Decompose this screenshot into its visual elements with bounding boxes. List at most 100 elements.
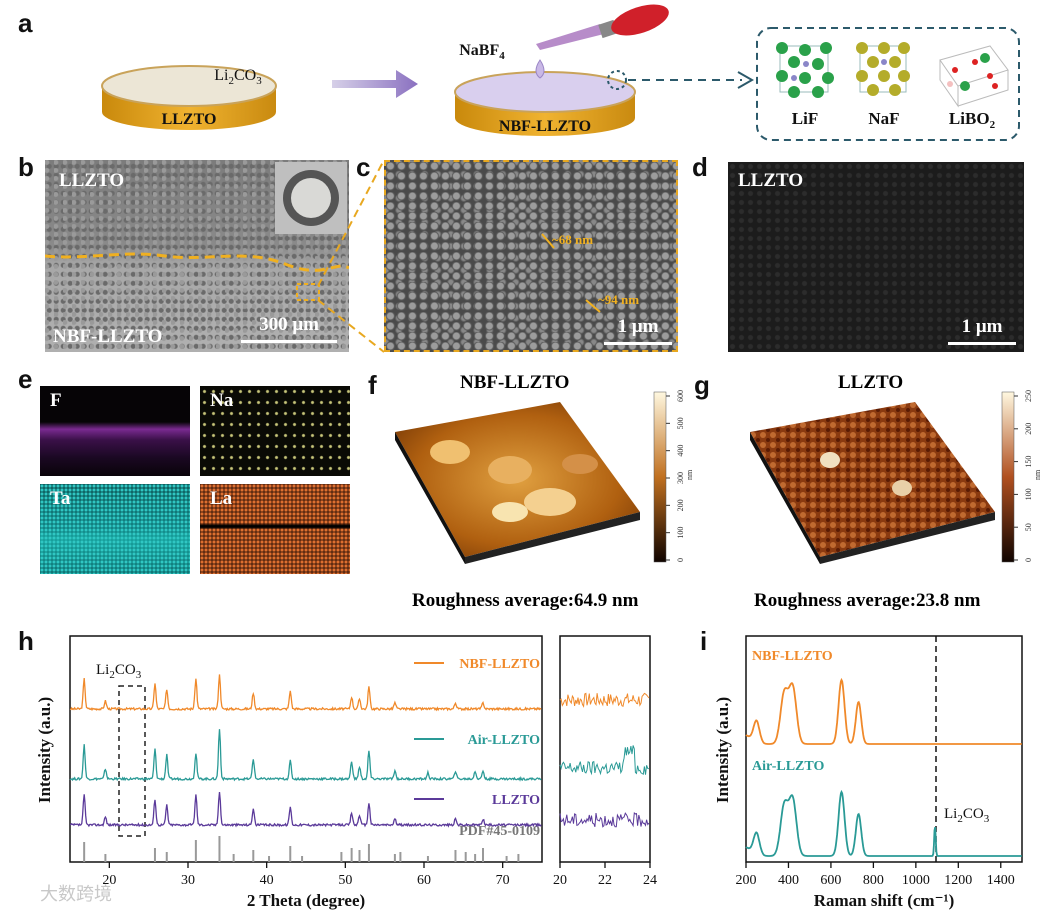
panel-g-letter: g	[694, 370, 710, 400]
xrd-ylabel: Intensity (a.u.)	[35, 697, 54, 803]
colorbar-tick-label: 0	[1024, 558, 1033, 562]
afm-f-surface	[395, 402, 640, 564]
sem-d-scale-bar	[948, 342, 1016, 345]
annotation-94nm: ~94 nm	[598, 292, 640, 307]
dropper-icon	[535, 4, 669, 79]
xrd-chart: Li2​CO3​ Intensity (a.u.) 2 Theta (degre…	[35, 635, 657, 910]
sem-image-d: LLZTO 1 μm	[728, 162, 1024, 352]
eds-f-label: F	[50, 390, 62, 411]
xrd-series-air-llzto	[69, 729, 542, 782]
colorbar-tick-label: 400	[676, 445, 685, 457]
sem-c-scale-bar	[604, 342, 672, 345]
libo2-crystal-icon	[939, 45, 1009, 108]
afm-g-colorbar: 250 200 150 100 50 0 nm	[1001, 390, 1042, 563]
raman-series-air-llzto	[745, 789, 1022, 857]
disk-label-nbf-llzto: NBF-LLZTO	[499, 118, 591, 135]
colorbar-tick-label: 150	[1024, 456, 1033, 468]
raman-x-tick-label: 400	[778, 873, 799, 888]
panel-e-letter: e	[18, 364, 33, 394]
eds-map-f: F	[40, 386, 190, 476]
colorbar-tick-label: 50	[1024, 523, 1033, 531]
colorbar-tick-label: 300	[676, 472, 685, 484]
panel-f-letter: f	[368, 370, 377, 400]
sem-b-scale-bar	[241, 340, 337, 343]
raman-ylabel: Intensity (a.u.)	[713, 697, 732, 803]
eds-na-label: Na	[210, 390, 234, 411]
panel-a-schematic: LLZTO Li2​CO3​ NBF-LLZTO NaBF4​	[101, 4, 1020, 141]
raman-x-tick-label: 1000	[902, 873, 930, 888]
afm-g-title: LLZTO	[838, 372, 904, 393]
afm-f-colorbar: 600 500 400 300 200 100 0 nm	[653, 390, 694, 563]
colorbar-tick-label: 0	[676, 558, 685, 562]
naf-label: NaF	[868, 109, 899, 128]
colorbar-tick-label: 200	[1024, 423, 1033, 435]
raman-series-label: Air-LLZTO	[752, 759, 824, 774]
xrd-series-nbf-llzto	[69, 674, 542, 712]
panel-a-letter: a	[18, 8, 33, 38]
afm-f-roughness: Roughness average:64.9 nm	[412, 590, 639, 611]
xrd-legend-label: LLZTO	[492, 793, 540, 808]
watermark: 大数跨境	[40, 884, 112, 905]
eds-map-ta: Ta	[40, 484, 190, 574]
lif-label: LiF	[792, 109, 818, 128]
li2co3-dashed-box	[118, 685, 146, 837]
libo2-label: LiBO2​	[949, 109, 996, 131]
raman-chart: Li2​CO3​ Intensity (a.u.) Raman shift (c…	[713, 635, 1023, 910]
nbf-llzto-disk	[454, 70, 636, 136]
raman-x-tick-label: 200	[736, 873, 757, 888]
naf-crystal-icon	[856, 42, 910, 96]
sem-b-scale-label: 300 μm	[259, 314, 319, 335]
colorbar-tick-label: 250	[1024, 390, 1033, 402]
xrd-series-llzto	[69, 791, 542, 828]
xrd-zoom-x-tick-label: 22	[598, 873, 612, 888]
xrd-zoom-x-tick-label: 24	[643, 873, 657, 888]
afm-f-title: NBF-LLZTO	[460, 372, 570, 393]
xrd-zoom-series	[559, 745, 649, 776]
raman-series-nbf-llzto	[745, 677, 1022, 745]
raman-x-tick-label: 1400	[987, 873, 1015, 888]
xrd-pdf-label: PDF#45-0109	[459, 824, 540, 839]
disk-label-llzto: LLZTO	[162, 111, 217, 128]
sem-d-scale-label: 1 μm	[961, 316, 1003, 337]
xrd-zoom-x-tick-label: 20	[553, 873, 567, 888]
eds-ta-label: Ta	[50, 488, 71, 509]
panel-i-letter: i	[700, 626, 708, 656]
xrd-x-tick-label: 40	[260, 873, 274, 888]
xrd-x-tick-label: 50	[338, 873, 352, 888]
raman-x-tick-label: 800	[863, 873, 884, 888]
sem-image-c: ~68 nm ~94 nm 1 μm	[384, 160, 678, 352]
panel-c-letter: c	[356, 152, 371, 182]
sem-c-scale-label: 1 μm	[617, 316, 659, 337]
panel-d-letter: d	[692, 152, 708, 182]
raman-series-label: NBF-LLZTO	[752, 649, 833, 664]
eds-map-la: La	[200, 484, 350, 574]
llzto-disk	[101, 65, 277, 130]
afm-g-roughness: Roughness average:23.8 nm	[754, 590, 981, 611]
lif-crystal-icon	[776, 42, 834, 98]
colorbar-tick-label: 600	[676, 390, 685, 402]
xrd-zoom-series	[559, 812, 650, 828]
eds-la-label: La	[210, 488, 233, 509]
sem-d-label: LLZTO	[738, 170, 804, 191]
colorbar-unit: nm	[685, 469, 694, 480]
panel-b-letter: b	[18, 152, 34, 182]
xrd-xlabel: 2 Theta (degree)	[247, 891, 365, 910]
raman-x-tick-label: 1200	[944, 873, 972, 888]
colorbar-tick-label: 100	[676, 527, 685, 539]
raman-li2co3-label: Li2​CO3​	[944, 806, 990, 825]
raman-xlabel: Raman shift (cm⁻¹)	[814, 891, 955, 910]
sem-b-top-label: LLZTO	[59, 170, 125, 191]
process-arrow	[332, 70, 418, 98]
sem-image-b: LLZTO NBF-LLZTO 300 μm	[45, 160, 349, 352]
xrd-legend-label: Air-LLZTO	[468, 733, 540, 748]
eds-map-na: Na	[200, 386, 350, 476]
xrd-li2co3-label: Li2​CO3​	[96, 662, 142, 681]
xrd-zoom-series	[559, 692, 650, 708]
colorbar-tick-label: 500	[676, 417, 685, 429]
panel-h-letter: h	[18, 626, 34, 656]
disk-label-li2co3: Li2​CO3​	[214, 67, 262, 87]
colorbar-tick-label: 200	[676, 499, 685, 511]
annotation-68nm: ~68 nm	[552, 232, 594, 247]
colorbar-tick-label: 100	[1024, 488, 1033, 500]
